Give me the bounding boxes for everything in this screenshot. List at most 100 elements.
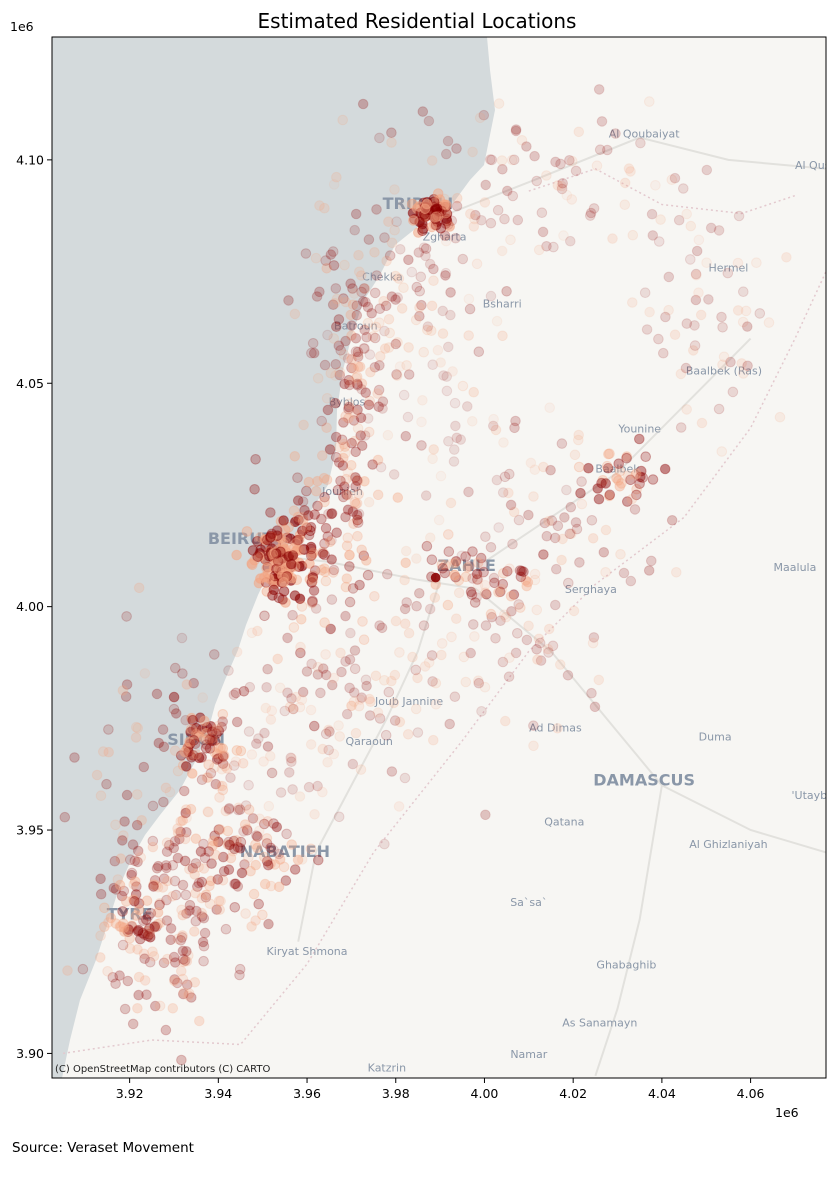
residential-point	[480, 531, 491, 543]
residential-point	[234, 969, 245, 981]
residential-point	[359, 283, 371, 295]
residential-point	[488, 572, 500, 584]
residential-point	[556, 183, 568, 195]
residential-point	[390, 270, 401, 282]
residential-point	[224, 839, 235, 851]
residential-point	[177, 668, 188, 679]
residential-point	[340, 473, 352, 485]
residential-point	[162, 875, 173, 887]
residential-point	[504, 563, 515, 575]
residential-point	[165, 934, 176, 946]
residential-point	[357, 616, 368, 627]
residential-point	[428, 734, 439, 746]
residential-point	[515, 602, 526, 613]
residential-point	[178, 987, 189, 999]
residential-point	[392, 337, 403, 348]
x-tick-label: 4.04	[648, 1086, 676, 1101]
residential-point	[339, 259, 350, 271]
residential-point	[379, 232, 390, 243]
residential-point	[267, 590, 278, 601]
residential-point	[223, 803, 235, 814]
residential-point	[498, 568, 509, 579]
residential-point	[180, 807, 191, 819]
residential-point	[133, 971, 145, 983]
residential-point	[338, 452, 349, 464]
residential-point	[350, 372, 362, 384]
residential-point	[358, 296, 369, 307]
residential-point	[178, 988, 189, 1000]
residential-point	[571, 523, 583, 535]
residential-point	[310, 252, 322, 264]
residential-point	[254, 551, 265, 563]
residential-point	[172, 852, 184, 864]
residential-point	[305, 521, 317, 533]
residential-point	[212, 836, 224, 848]
residential-point	[198, 955, 209, 967]
residential-point	[374, 132, 385, 144]
residential-point	[388, 697, 400, 709]
residential-point	[282, 632, 293, 644]
residential-point	[307, 595, 318, 607]
residential-point	[532, 654, 543, 665]
residential-point	[607, 233, 618, 244]
residential-point	[220, 805, 232, 817]
residential-point	[392, 292, 404, 303]
residential-point	[144, 956, 156, 968]
residential-point	[327, 567, 339, 578]
residential-point	[99, 902, 110, 914]
residential-point	[375, 351, 386, 362]
residential-point	[566, 528, 577, 540]
residential-point	[331, 321, 342, 333]
plot-frame	[51, 36, 827, 1079]
residential-point	[155, 917, 166, 929]
residential-point	[296, 614, 307, 625]
residential-point	[288, 622, 300, 633]
residential-point	[127, 1018, 139, 1030]
residential-point	[259, 818, 270, 830]
residential-point	[133, 904, 145, 916]
residential-point	[426, 221, 438, 233]
residential-point	[176, 932, 188, 943]
residential-point	[701, 164, 713, 176]
residential-point	[172, 977, 183, 989]
residential-point	[119, 1003, 131, 1015]
residential-point	[101, 778, 112, 790]
residential-point	[407, 651, 418, 663]
residential-point	[180, 761, 192, 772]
residential-point	[362, 301, 374, 313]
residential-point	[732, 257, 744, 269]
residential-point	[119, 926, 130, 937]
residential-point	[592, 483, 604, 494]
residential-point	[386, 675, 397, 687]
residential-point	[445, 287, 456, 298]
residential-point	[204, 734, 216, 745]
residential-point	[390, 615, 402, 627]
residential-point	[502, 185, 513, 197]
residential-point	[538, 549, 549, 560]
residential-point	[556, 180, 568, 192]
residential-point	[696, 417, 708, 429]
residential-point	[326, 594, 338, 605]
residential-point	[300, 522, 312, 533]
residential-point	[124, 943, 136, 954]
residential-point	[352, 509, 363, 521]
residential-point	[436, 205, 448, 217]
residential-point	[297, 686, 309, 698]
place-label: Al Qoubaiyat	[609, 128, 680, 141]
residential-point	[367, 331, 379, 342]
residential-point	[505, 499, 517, 511]
residential-point	[443, 436, 454, 447]
y-tick-label: 4.05	[16, 376, 44, 391]
residential-point	[374, 620, 385, 631]
residential-point	[469, 213, 480, 225]
place-label: Joub Jannine	[374, 695, 443, 708]
residential-point	[394, 361, 406, 372]
residential-point	[371, 270, 383, 281]
residential-point	[414, 588, 425, 599]
residential-point	[343, 374, 355, 386]
residential-point	[184, 1108, 194, 1118]
residential-point	[122, 926, 134, 938]
residential-point	[485, 290, 497, 302]
residential-point	[441, 385, 453, 397]
residential-point	[515, 571, 527, 583]
